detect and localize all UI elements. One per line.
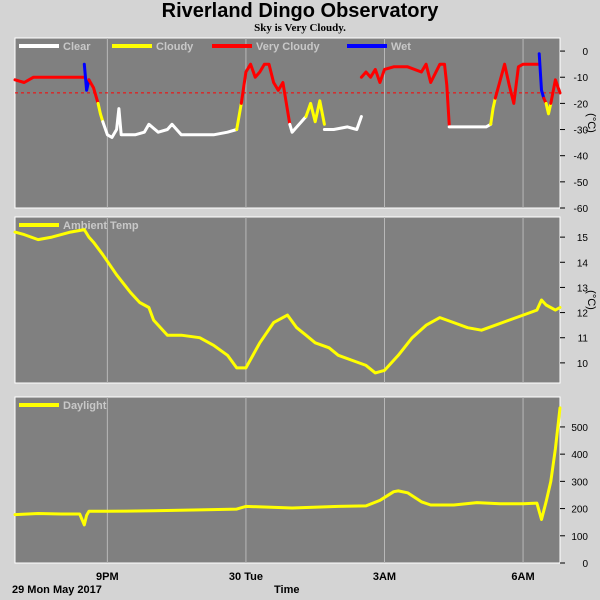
ytick-label-sky-3: -30 xyxy=(574,126,589,137)
plot-area-ambient xyxy=(14,216,561,384)
legend-label-sky-1: Cloudy xyxy=(156,41,194,53)
series-line-sky-13 xyxy=(493,62,541,105)
ytick-label-sky-6: -60 xyxy=(574,204,589,215)
ytick-label-daylight-5: 500 xyxy=(571,423,588,434)
series-line-sky-17 xyxy=(549,78,562,105)
ytick-label-ambient-1: 11 xyxy=(578,334,589,345)
series-line-sky-1 xyxy=(82,62,91,92)
series-line-sky-6 xyxy=(239,62,292,126)
legend-label-sky-2: Very Cloudy xyxy=(256,41,320,53)
series-line-sky-14 xyxy=(537,52,546,100)
ytick-label-daylight-2: 200 xyxy=(571,505,588,516)
ytick-label-sky-0: 0 xyxy=(582,47,588,58)
plot-area-sky xyxy=(14,37,561,209)
ytick-label-daylight-0: 0 xyxy=(582,559,588,570)
xtick-label-3: 6AM xyxy=(511,571,534,583)
series-line-ambient-0 xyxy=(13,228,562,375)
ytick-label-ambient-0: 10 xyxy=(577,359,589,370)
series-line-sky-16 xyxy=(544,101,553,116)
x-axis-label: Time xyxy=(274,584,300,596)
series-line-sky-4 xyxy=(101,107,239,139)
ytick-label-daylight-3: 300 xyxy=(571,477,588,488)
series-line-daylight-0 xyxy=(13,406,562,527)
xtick-label-0: 9PM xyxy=(96,571,119,583)
series-line-sky-8 xyxy=(304,99,326,126)
legend-label-sky-0: Clear xyxy=(63,41,91,53)
series-line-sky-10 xyxy=(359,62,451,126)
series-line-sky-12 xyxy=(489,96,497,126)
plot-area-daylight xyxy=(14,396,561,564)
series-line-sky-9 xyxy=(322,115,363,131)
ytick-label-sky-4: -40 xyxy=(574,152,589,163)
ytick-label-ambient-5: 15 xyxy=(577,233,589,244)
xtick-label-1: 30 Tue xyxy=(229,571,263,583)
series-line-sky-0 xyxy=(13,75,86,84)
ytick-label-ambient-3: 13 xyxy=(577,283,589,294)
ytick-label-sky-1: -10 xyxy=(574,73,589,84)
series-line-sky-3 xyxy=(96,101,105,124)
chart-subtitle: Sky is Very Cloudy. xyxy=(254,22,346,34)
series-line-sky-7 xyxy=(288,115,308,134)
series-line-sky-11 xyxy=(447,122,493,129)
ytick-label-sky-5: -50 xyxy=(574,178,589,189)
ylabel-sky: (°C) xyxy=(585,113,597,133)
ytick-label-daylight-1: 100 xyxy=(571,532,588,543)
ylabel-ambient: (°C) xyxy=(585,290,597,310)
xtick-label-2: 3AM xyxy=(373,571,396,583)
footer-date: 29 Mon May 2017 xyxy=(12,584,102,596)
ytick-label-ambient-2: 12 xyxy=(577,309,589,320)
series-line-sky-2 xyxy=(87,78,100,105)
ytick-label-daylight-4: 400 xyxy=(571,450,588,461)
chart-title: Riverland Dingo Observatory xyxy=(161,0,439,22)
series-line-sky-5 xyxy=(235,101,243,131)
legend-label-sky-3: Wet xyxy=(391,41,411,53)
ytick-label-sky-2: -20 xyxy=(574,99,589,110)
ytick-label-ambient-4: 14 xyxy=(577,258,589,269)
legend-label-daylight-0: Daylight xyxy=(63,400,107,412)
